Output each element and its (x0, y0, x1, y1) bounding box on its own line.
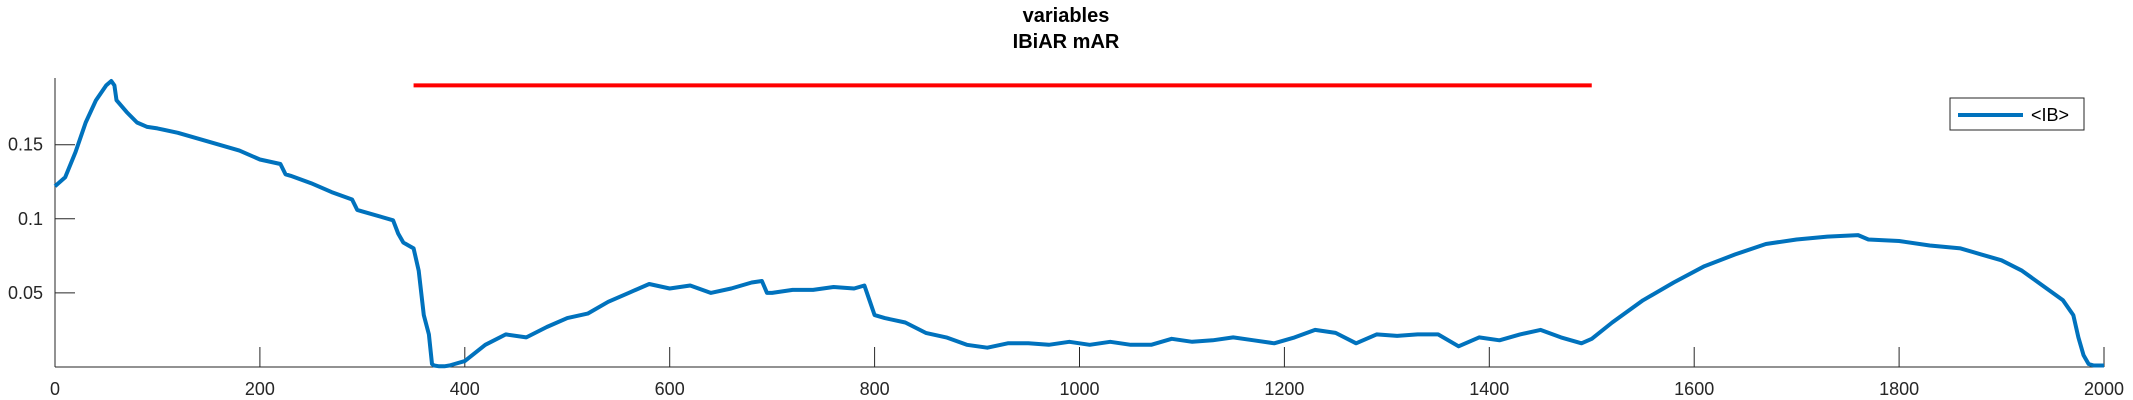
y-tick-label: 0.05 (8, 283, 43, 303)
y-axis-ticks: 0.05 0.1 0.15 (8, 135, 75, 303)
x-tick-label: 600 (655, 379, 685, 399)
legend: <IB> (1949, 97, 2085, 131)
x-tick-label: 800 (860, 379, 890, 399)
x-tick-label: 200 (245, 379, 275, 399)
series-line-ib (53, 79, 2104, 369)
x-tick-label: 1600 (1674, 379, 1714, 399)
x-tick-label: 1000 (1059, 379, 1099, 399)
x-tick-label: 2000 (2084, 379, 2124, 399)
x-tick-label: 1200 (1264, 379, 1304, 399)
y-tick-label: 0.1 (18, 209, 43, 229)
x-axis-ticks: 0 200 400 600 800 1000 1200 1400 1600 1800 2000 (50, 347, 2124, 399)
x-tick-label: 1400 (1469, 379, 1509, 399)
chart-title-line-2: IBiAR mAR (1013, 31, 1120, 53)
chart-title-line-1: variables (1023, 5, 1110, 27)
legend-label: <IB> (2031, 105, 2069, 125)
x-tick-label: 0 (50, 379, 60, 399)
x-tick-label: 400 (450, 379, 480, 399)
x-tick-label: 1800 (1879, 379, 1919, 399)
y-tick-label: 0.15 (8, 135, 43, 155)
